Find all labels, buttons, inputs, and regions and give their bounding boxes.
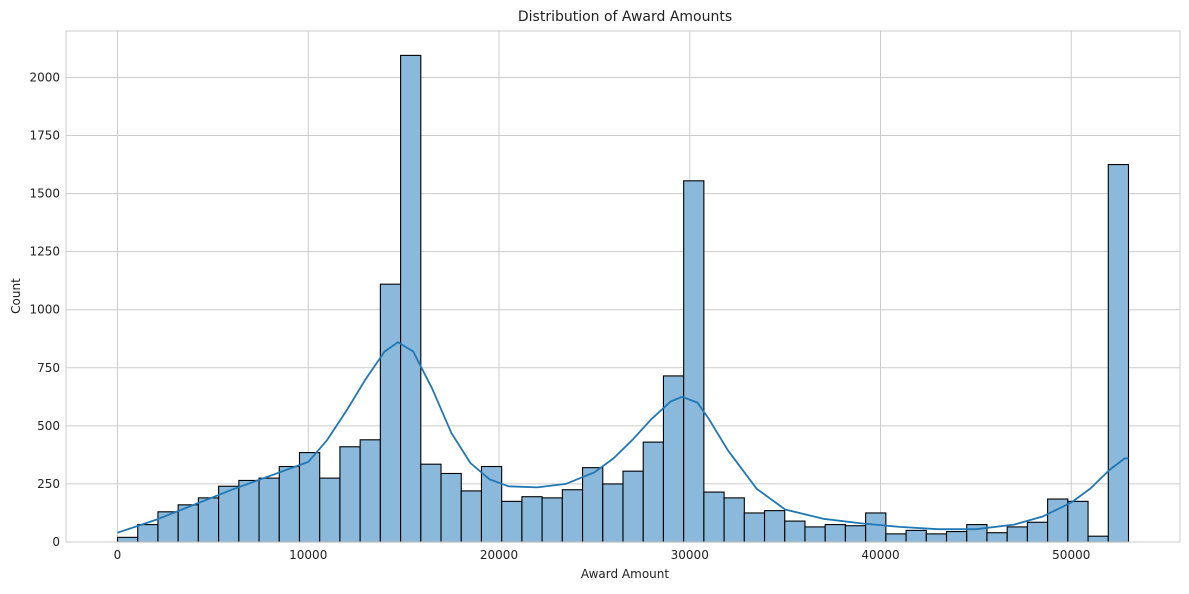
histogram-bar xyxy=(642,441,664,543)
bars-layer xyxy=(116,54,1130,543)
histogram-bar xyxy=(440,472,462,543)
histogram-bar xyxy=(379,283,402,543)
x-tick-label: 0 xyxy=(114,548,122,562)
axes-frame xyxy=(65,30,1181,543)
histogram-bar xyxy=(723,497,745,543)
histogram-bar xyxy=(1026,521,1049,543)
histogram-bar xyxy=(844,525,867,543)
histogram-bar xyxy=(137,524,159,543)
histogram-bar xyxy=(541,497,563,543)
x-tick-label: 40000 xyxy=(861,548,899,562)
grid-layer xyxy=(66,31,1180,543)
histogram-bar xyxy=(480,465,503,543)
y-tick-label: 250 xyxy=(37,477,60,491)
histogram-bar xyxy=(1087,535,1109,543)
ticks-layer: 0 10000 20000 30000 40000 50000 0 250 500 750 1000… xyxy=(29,70,1090,562)
histogram-bar xyxy=(561,489,584,543)
histogram-bar xyxy=(885,533,907,543)
histogram-bar xyxy=(278,465,301,543)
histogram-bar xyxy=(420,463,442,543)
histogram-bar xyxy=(966,524,988,543)
histogram-bar xyxy=(400,54,422,543)
histogram-bar xyxy=(804,526,826,543)
histogram-bar xyxy=(784,520,806,543)
histogram-bar xyxy=(763,510,786,543)
histogram-bar xyxy=(319,477,341,543)
y-tick-label: 750 xyxy=(37,361,60,375)
y-tick-label: 1500 xyxy=(29,187,60,201)
histogram-bar xyxy=(1107,164,1130,543)
axes-layer xyxy=(65,30,1181,543)
histogram-bar xyxy=(1006,526,1028,543)
y-tick-label: 2000 xyxy=(29,70,60,84)
histogram-bar xyxy=(501,500,523,543)
x-axis-label: Award Amount xyxy=(581,567,669,581)
x-tick-label: 30000 xyxy=(671,548,709,562)
histogram-bar xyxy=(622,470,644,543)
histogram-bar xyxy=(703,491,725,543)
y-tick-label: 0 xyxy=(52,535,60,549)
histogram-bar xyxy=(157,511,179,543)
x-tick-label: 50000 xyxy=(1052,548,1090,562)
chart-title: Distribution of Award Amounts xyxy=(518,9,732,25)
histogram-bar xyxy=(905,529,927,543)
histogram-bar xyxy=(865,512,887,543)
histogram-bar xyxy=(339,446,361,543)
histogram-bar xyxy=(743,512,766,543)
histogram-bar xyxy=(945,530,968,543)
histogram-bar xyxy=(197,497,220,543)
histogram-bar xyxy=(925,533,948,543)
kde-curve xyxy=(117,341,1129,534)
histogram-bar xyxy=(460,490,483,543)
histogram-bar xyxy=(521,496,543,543)
histogram-bar xyxy=(683,180,705,543)
y-axis-label: Count xyxy=(9,278,23,314)
kde-layer xyxy=(117,341,1129,534)
x-tick-label: 20000 xyxy=(480,548,518,562)
histogram-bar xyxy=(602,483,624,543)
histogram-bar xyxy=(359,439,381,543)
x-tick-label: 10000 xyxy=(289,548,327,562)
y-tick-label: 1250 xyxy=(29,245,60,259)
histogram-bar xyxy=(258,477,280,543)
histogram-bar xyxy=(986,532,1008,543)
y-tick-label: 1750 xyxy=(29,129,60,143)
histogram-bar xyxy=(116,536,139,543)
y-tick-label: 1000 xyxy=(29,303,60,317)
histogram-bar xyxy=(1067,500,1089,543)
y-tick-label: 500 xyxy=(37,419,60,433)
histogram-bar xyxy=(582,467,604,543)
histogram-bar xyxy=(298,452,321,543)
histogram-bar xyxy=(238,479,260,543)
histogram-bar xyxy=(824,524,846,543)
